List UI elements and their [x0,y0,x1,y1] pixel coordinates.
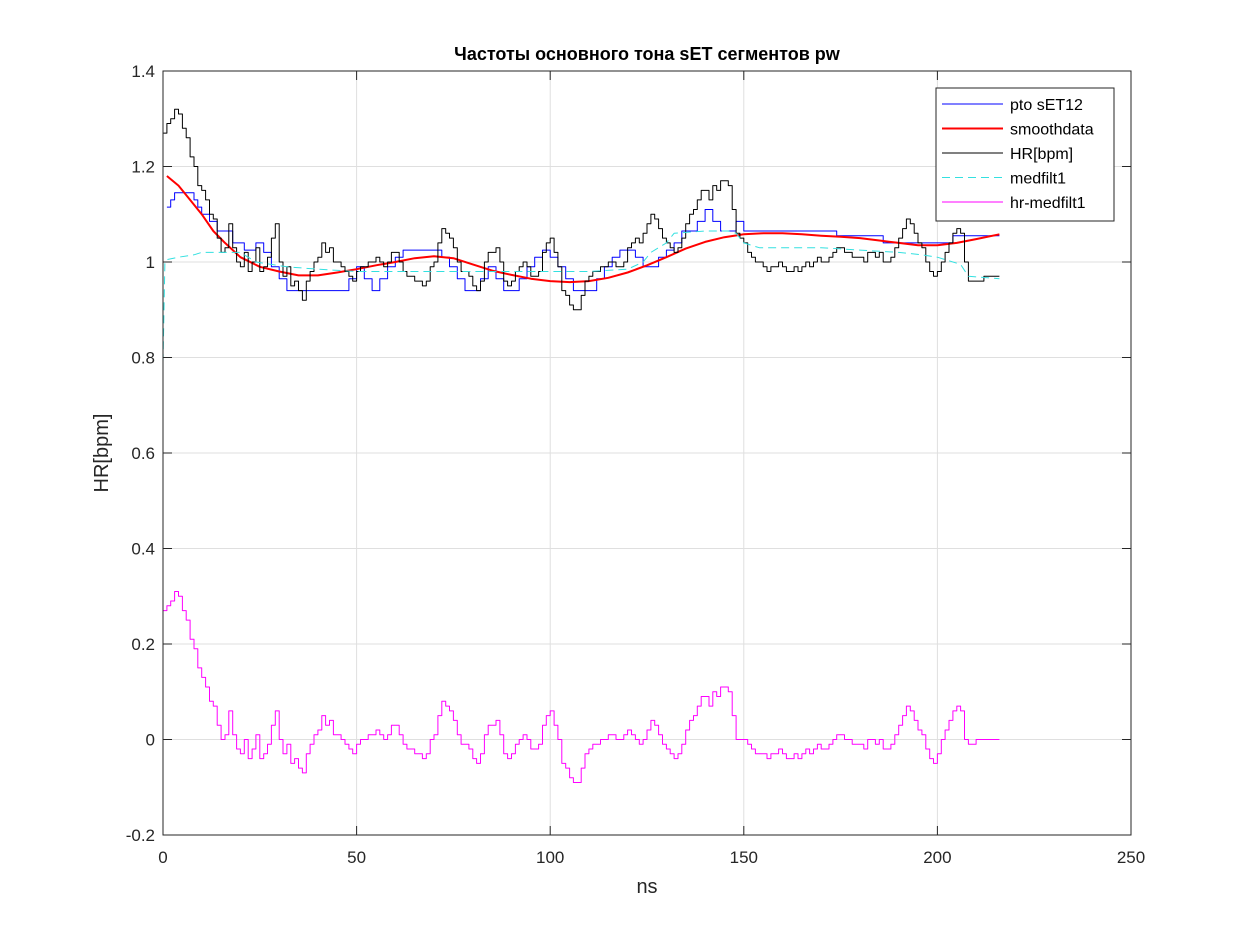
series-line-medfilt1 [163,230,1000,363]
series-line-pto-set12 [166,192,1000,292]
x-tick-label: 50 [347,848,366,867]
y-axis-label: HR[bpm] [91,414,113,493]
series-line-hr-bpm- [163,108,1000,311]
legend-entry: pto sET12 [1010,97,1083,114]
legend-entry: HR[bpm] [1010,146,1073,163]
legend-box [935,87,1115,222]
x-tick-label: 150 [730,848,758,867]
legend-entry: medfilt1 [1010,171,1066,188]
x-axis-label: ns [636,876,657,898]
chart-title: Частоты основного тона sET сегментов pw [454,44,841,64]
x-tick-labels: 0 50 100 150 200 250 [158,848,1145,867]
x-tick-label: 0 [158,848,167,867]
tick-marks [162,70,1132,836]
legend-entry: hr-medfilt1 [1010,195,1086,212]
y-tick-label: 1.2 [131,158,155,177]
y-tick-label: 0.8 [131,349,155,368]
y-tick-label: 0 [146,731,155,750]
legend-entry: smoothdata [1010,122,1094,139]
x-tick-label: 200 [923,848,951,867]
y-tick-label: 0.6 [131,444,155,463]
series-layer [163,108,1000,783]
x-tick-label: 250 [1117,848,1145,867]
y-tick-label: 1.4 [131,62,155,81]
y-tick-label: 0.2 [131,635,155,654]
legend: pto sET12 smoothdata HR[bpm] medfilt1 hr-med… [935,87,1115,222]
x-tick-label: 100 [536,848,564,867]
y-tick-label: 1 [146,253,155,272]
series-line-smoothdata [166,175,1000,284]
series-line-hr-medfilt1 [163,591,1000,783]
y-tick-label: -0.2 [126,826,155,845]
y-tick-label: 0.4 [131,540,155,559]
y-tick-labels: -0.2 0 0.2 0.4 0.6 0.8 1 1.2 1.4 [126,62,155,845]
